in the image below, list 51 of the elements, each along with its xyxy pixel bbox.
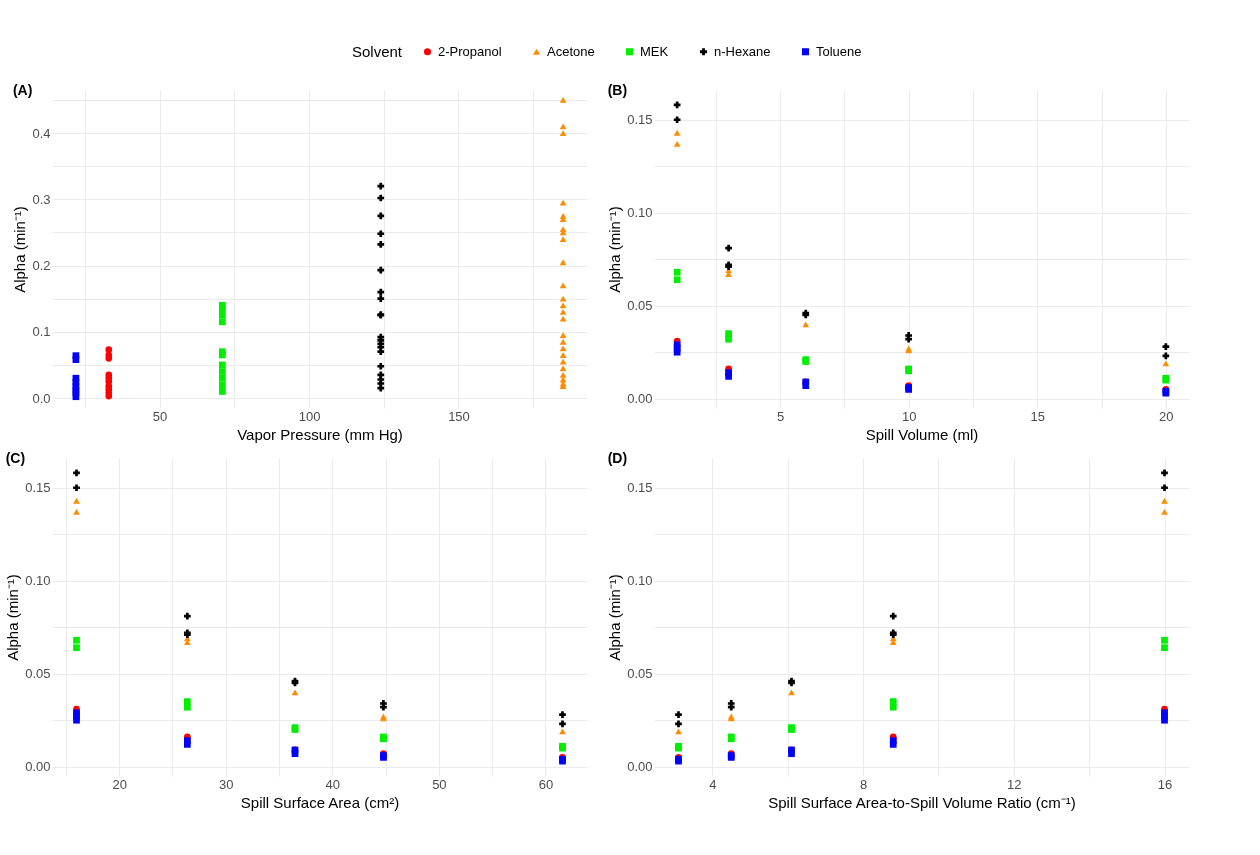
x-tick-label: 12 (1007, 776, 1022, 792)
x-tick-label: 20 (1159, 408, 1174, 424)
legend-title: Solvent (352, 43, 403, 60)
y-axis-title: Alpha (min⁻¹) (606, 206, 624, 293)
x-axis-title: Vapor Pressure (mm Hg) (237, 425, 403, 443)
x-tick-label: 10 (901, 408, 917, 424)
x-tick-label: 30 (218, 776, 234, 792)
y-axis-title: Alpha (min⁻¹) (4, 574, 22, 661)
x-tick-label: 20 (112, 776, 127, 792)
y-tick-label: 0.10 (25, 573, 51, 589)
x-tick-label: 50 (432, 776, 447, 792)
y-tick-label: 0.0 (32, 390, 51, 406)
chart-title: (D) (607, 450, 628, 466)
chart-title: (C) (5, 450, 26, 466)
legend-label: Acetone (547, 43, 595, 59)
y-tick-label: 0.00 (25, 759, 51, 775)
y-tick-label: 0.10 (627, 573, 653, 589)
x-tick-label: 60 (538, 776, 554, 792)
y-tick-label: 0.3 (32, 191, 51, 207)
legend-label: Toluene (816, 43, 862, 59)
y-axis-title: Alpha (min⁻¹) (606, 574, 624, 661)
x-tick-label: 16 (1157, 776, 1173, 792)
x-axis-title: Spill Volume (ml) (865, 425, 979, 443)
x-tick-label: 4 (709, 776, 717, 792)
y-tick-label: 0.00 (627, 391, 653, 407)
legend-label: MEK (640, 43, 669, 59)
y-axis-title: Alpha (min⁻¹) (11, 206, 29, 293)
y-tick-label: 0.05 (627, 666, 653, 682)
y-tick-label: 0.10 (627, 205, 653, 221)
y-tick-label: 0.2 (32, 258, 51, 274)
chart-title: (A) (12, 82, 33, 98)
x-tick-label: 40 (325, 776, 341, 792)
x-tick-label: 100 (298, 408, 321, 424)
legend-label: n-Hexane (714, 43, 771, 59)
x-tick-label: 150 (448, 408, 470, 424)
x-tick-label: 8 (859, 776, 868, 792)
y-tick-label: 0.05 (627, 298, 653, 314)
y-tick-label: 0.15 (627, 112, 653, 128)
y-tick-label: 0.15 (627, 480, 653, 496)
x-axis-title: Spill Surface Area (cm²) (240, 793, 400, 811)
x-tick-label: 15 (1030, 408, 1045, 424)
chart-title: (B) (607, 82, 628, 98)
x-tick-label: 50 (152, 408, 168, 424)
legend-label: 2-Propanol (438, 43, 502, 59)
y-tick-label: 0.4 (32, 125, 51, 141)
y-tick-label: 0.1 (32, 324, 51, 340)
y-tick-label: 0.05 (25, 666, 51, 682)
y-tick-label: 0.15 (25, 480, 51, 496)
x-tick-label: 5 (776, 408, 785, 424)
x-axis-title: Spill Surface Area-to-Spill Volume Ratio (cm⁻¹) (768, 793, 1076, 811)
y-tick-label: 0.00 (627, 759, 653, 775)
